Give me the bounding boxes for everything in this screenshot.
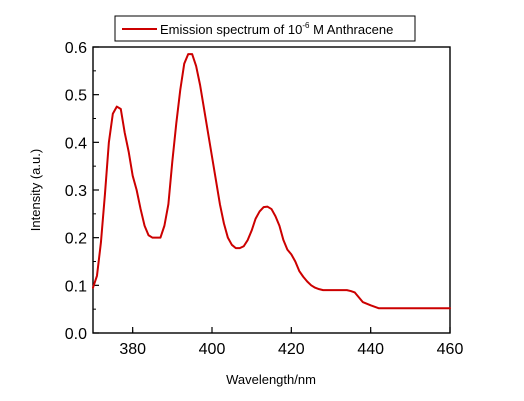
x-tick-label: 440 xyxy=(357,341,384,358)
plot-frame xyxy=(92,46,451,334)
legend-label: Emission spectrum of 10-6 M Anthracene xyxy=(160,21,393,37)
legend-prefix: Emission spectrum of 10 xyxy=(160,22,302,37)
emission-series-line xyxy=(92,53,451,310)
y-tick-label: 0.6 xyxy=(65,40,87,57)
y-tick-label: 0.5 xyxy=(65,88,87,105)
x-tick-label: 460 xyxy=(437,341,464,358)
x-tick-label: 420 xyxy=(278,341,305,358)
y-tick-label: 0.1 xyxy=(65,278,87,295)
x-tick-label: 400 xyxy=(199,341,226,358)
x-axis-label: Wavelength/nm xyxy=(226,372,316,387)
legend-suffix: M Anthracene xyxy=(309,22,393,37)
y-axis-label: Intensity (a.u.) xyxy=(28,149,43,231)
y-tick-label: 0.0 xyxy=(65,326,87,343)
y-axis-ticks: 0.0 0.1 0.2 0.3 0.4 0.5 0.6 xyxy=(65,40,99,343)
x-tick-label: 380 xyxy=(119,341,146,358)
x-axis-ticks: 380 400 420 440 460 xyxy=(119,327,463,358)
y-tick-label: 0.3 xyxy=(65,183,87,200)
y-tick-label: 0.4 xyxy=(65,135,87,152)
legend: Emission spectrum of 10-6 M Anthracene xyxy=(114,15,416,42)
legend-box xyxy=(114,15,416,42)
y-tick-label: 0.2 xyxy=(65,231,87,248)
legend-superscript: -6 xyxy=(302,21,310,30)
